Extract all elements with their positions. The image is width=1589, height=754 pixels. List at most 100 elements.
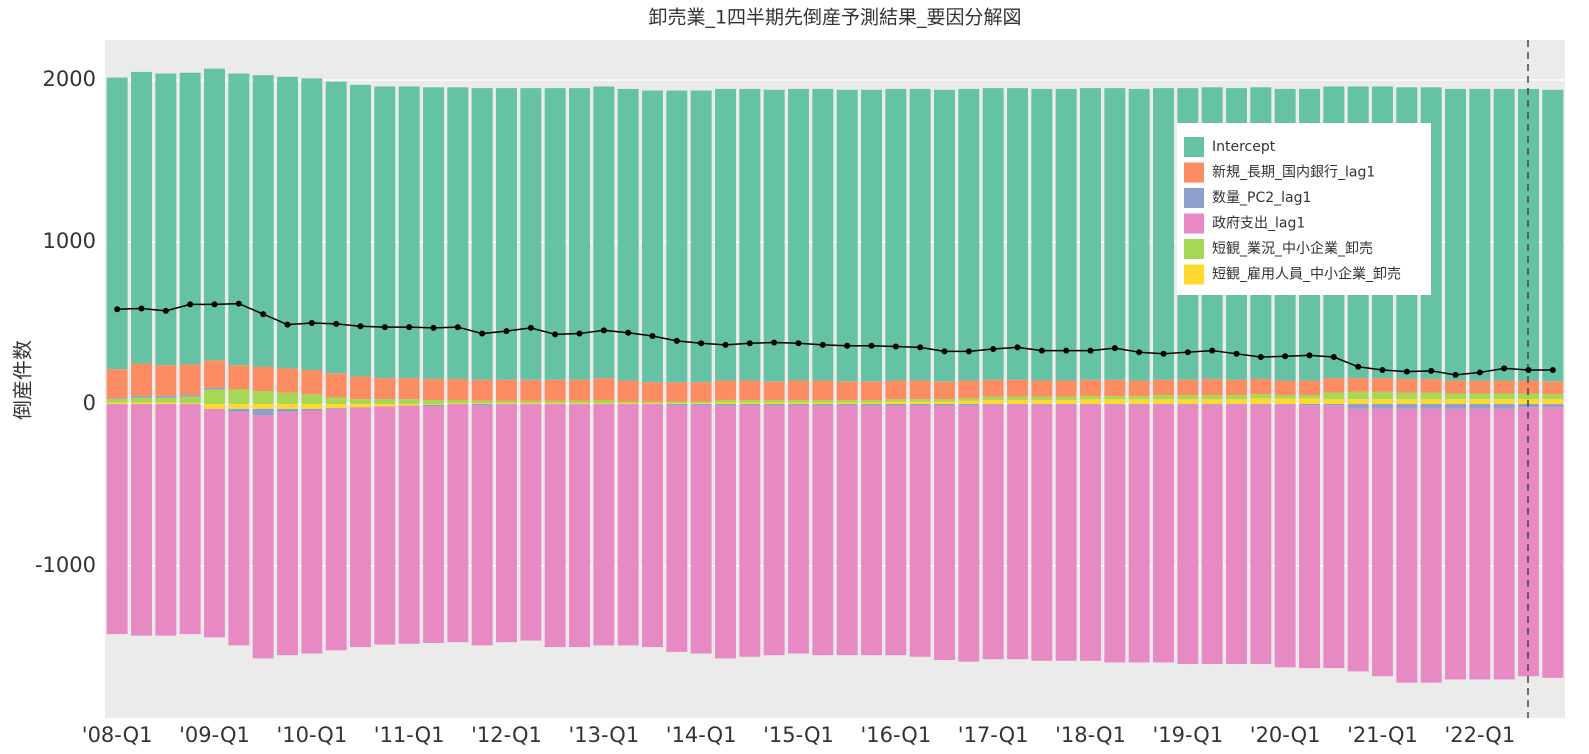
- bar-segment: [909, 399, 931, 402]
- prediction-point: [722, 341, 729, 348]
- bar-segment: [252, 391, 274, 405]
- bar-segment: [617, 88, 639, 381]
- bar-segment: [909, 380, 931, 400]
- bar-segment: [617, 380, 639, 402]
- bar-segment: [228, 412, 250, 646]
- bar-segment: [1493, 88, 1515, 381]
- bar-segment: [836, 381, 858, 400]
- bar-segment: [593, 404, 615, 646]
- prediction-point: [138, 305, 145, 312]
- x-tick-label: '14-Q1: [666, 723, 737, 747]
- bar-segment: [982, 404, 1004, 405]
- x-tick-label: '10-Q1: [276, 723, 347, 747]
- bar-segment: [642, 404, 663, 648]
- bar-segment: [739, 88, 761, 381]
- y-axis-label: 倒産件数: [11, 340, 35, 420]
- bar-segment: [301, 404, 323, 409]
- bar-segment: [398, 399, 420, 405]
- bar-segment: [715, 88, 736, 381]
- x-tick-label: '18-Q1: [1055, 723, 1126, 747]
- x-tick-label: '12-Q1: [471, 723, 542, 747]
- bar-segment: [1396, 404, 1418, 409]
- bar-segment: [569, 404, 590, 648]
- bar-segment: [1104, 404, 1126, 663]
- bar-segment: [228, 365, 250, 390]
- legend-swatch: [1184, 188, 1204, 208]
- bar-segment: [1542, 381, 1564, 395]
- bar-segment: [1274, 404, 1296, 668]
- bar-segment: [958, 400, 980, 405]
- bar-segment: [812, 399, 834, 403]
- bar-segment: [885, 404, 907, 406]
- x-tick-label: '13-Q1: [568, 723, 639, 747]
- bar-segment: [1250, 404, 1272, 665]
- bar-segment: [471, 404, 493, 406]
- bar-segment: [958, 404, 980, 406]
- prediction-point: [430, 324, 437, 331]
- bar-segment: [763, 402, 785, 405]
- x-tick-label: '16-Q1: [860, 723, 931, 747]
- bar-segment: [1299, 405, 1320, 669]
- bar-segment: [763, 405, 785, 656]
- bar-segment: [812, 404, 834, 406]
- bar-segment: [885, 380, 907, 400]
- bar-segment: [252, 366, 274, 392]
- prediction-point: [381, 324, 388, 331]
- bar-segment: [520, 400, 542, 404]
- prediction-point: [1330, 354, 1337, 361]
- prediction-point: [114, 306, 121, 313]
- bar-segment: [374, 378, 396, 400]
- bar-segment: [1469, 404, 1491, 409]
- bar-segment: [155, 395, 177, 398]
- bar-segment: [374, 404, 396, 407]
- bar-segment: [1007, 88, 1028, 380]
- bar-segment: [1055, 88, 1077, 381]
- bar-segment: [106, 399, 128, 403]
- bar-segment: [106, 398, 128, 400]
- prediction-point: [1476, 369, 1483, 376]
- bar-segment: [788, 405, 809, 654]
- bar-segment: [252, 415, 274, 659]
- bar-segment: [1177, 404, 1199, 405]
- bar-segment: [1153, 395, 1174, 400]
- bar-segment: [277, 368, 298, 393]
- bar-segment: [228, 73, 250, 366]
- bar-segment: [1226, 399, 1247, 405]
- bar-segment: [1323, 405, 1345, 669]
- bar-segment: [1347, 404, 1369, 409]
- bar-segment: [861, 404, 882, 406]
- bar-segment: [1299, 380, 1320, 396]
- bar-segment: [1542, 89, 1564, 382]
- prediction-point: [1282, 353, 1289, 360]
- bar-segment: [739, 402, 761, 405]
- bar-segment: [1128, 399, 1150, 405]
- bar-segment: [666, 405, 688, 652]
- bar-segment: [1031, 396, 1053, 400]
- bar-segment: [350, 399, 371, 405]
- bar-segment: [471, 379, 493, 401]
- bar-segment: [1274, 404, 1296, 405]
- bar-segment: [982, 404, 1004, 660]
- bar-segment: [1372, 378, 1393, 392]
- bar-segment: [423, 404, 444, 405]
- bar-segment: [1250, 394, 1272, 399]
- bar-segment: [1153, 379, 1174, 396]
- bar-segment: [447, 403, 469, 405]
- prediction-point: [1306, 352, 1313, 359]
- bar-segment: [301, 410, 323, 654]
- bar-segment: [642, 90, 663, 383]
- bar-segment: [569, 379, 590, 401]
- prediction-point: [746, 340, 753, 347]
- bar-segment: [909, 405, 931, 657]
- bar-segment: [1177, 395, 1199, 400]
- bar-segment: [1323, 378, 1345, 393]
- prediction-point: [1014, 344, 1021, 351]
- x-tick-label: '11-Q1: [374, 723, 445, 747]
- bar-segment: [106, 77, 128, 370]
- bar-segment: [496, 400, 517, 404]
- bar-segment: [934, 405, 955, 661]
- bar-segment: [715, 399, 736, 403]
- bar-segment: [277, 412, 298, 656]
- bar-segment: [934, 399, 955, 402]
- bar-segment: [788, 399, 809, 403]
